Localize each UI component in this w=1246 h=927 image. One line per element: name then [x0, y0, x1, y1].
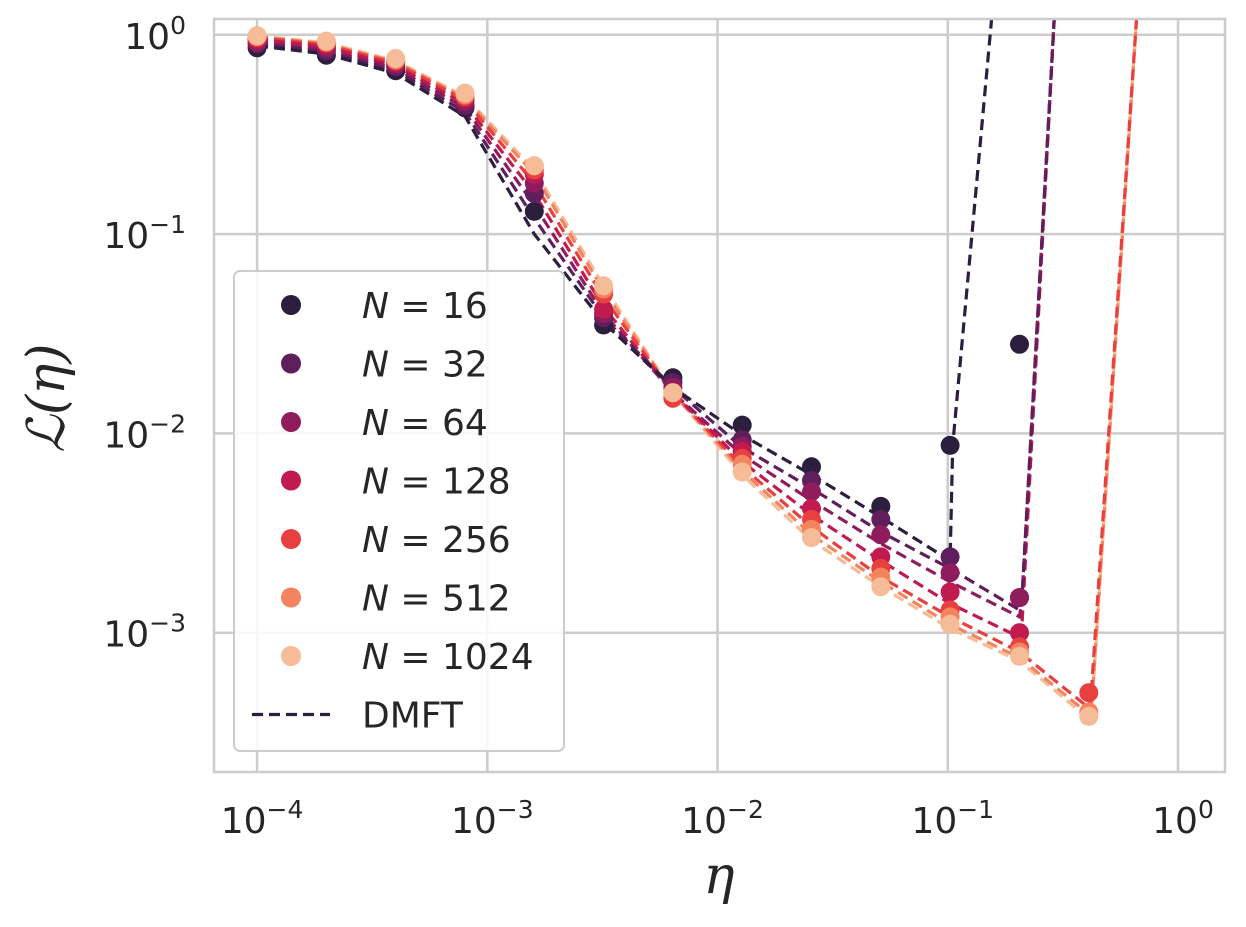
legend-marker-n1024 — [281, 646, 301, 666]
legend-label-n1024: N = 1024 — [362, 637, 534, 678]
y-tick-label: 10−1 — [103, 210, 186, 257]
point-n1024 — [871, 577, 891, 597]
point-n16 — [871, 496, 891, 516]
point-n16 — [940, 435, 960, 455]
point-n1024 — [1079, 706, 1099, 726]
point-n64 — [802, 482, 821, 502]
y-tick-label: 10−3 — [103, 609, 186, 656]
point-n16 — [802, 457, 821, 477]
tick-labels: 10−4 10−3 10−2 10−1 100 100 10−1 10−2 10−3 — [103, 11, 1214, 842]
point-n1024 — [524, 156, 544, 176]
point-n1024 — [802, 528, 821, 548]
point-n1024 — [455, 83, 475, 103]
point-n1024 — [732, 462, 752, 482]
point-n32 — [940, 547, 960, 567]
legend-label-n128: N = 128 — [362, 462, 511, 503]
x-tick-label: 10−1 — [911, 795, 994, 842]
legend-label-n512: N = 512 — [362, 579, 511, 620]
x-axis-label: η — [703, 846, 734, 906]
legend-label-n32: N = 32 — [362, 345, 488, 386]
legend-label-dmft: DMFT — [362, 696, 464, 737]
point-n128 — [594, 299, 614, 319]
point-n1024 — [386, 49, 406, 68]
y-tick-label: 10−2 — [103, 409, 186, 456]
point-n1024 — [316, 31, 336, 51]
dmft-line-n128 — [256, 18, 1056, 640]
x-tick-label: 10−3 — [451, 795, 534, 842]
legend-marker-n512 — [281, 587, 301, 608]
point-n128 — [1010, 623, 1029, 643]
legend-box — [233, 270, 565, 752]
point-n1024 — [1010, 646, 1029, 666]
dmft-line-n32 — [256, 18, 1056, 613]
point-n1024 — [594, 276, 614, 296]
point-n32 — [871, 509, 891, 529]
plot-frame — [212, 17, 1227, 774]
legend-marker-n64 — [281, 412, 301, 432]
x-tick-label: 10−4 — [221, 795, 304, 842]
legend-label-n256: N = 256 — [362, 520, 511, 561]
point-n1024 — [940, 614, 960, 634]
x-tick-label: 100 — [1152, 795, 1214, 842]
legend-marker-n128 — [281, 470, 301, 491]
point-n16 — [524, 201, 544, 221]
x-tick-label: 10−2 — [681, 795, 764, 842]
legend-label-n16: N = 16 — [362, 286, 488, 327]
y-axis-label: ℒ(η) — [17, 343, 77, 452]
point-n64 — [1010, 588, 1029, 608]
point-n64 — [871, 525, 891, 545]
point-n1024 — [247, 26, 267, 46]
data-points — [247, 26, 1099, 726]
legend: N = 16 N = 32 N = 64 N = 128 N = 256 N = 512 N… — [233, 270, 565, 752]
legend-marker-n16 — [281, 295, 301, 315]
point-n128 — [940, 582, 960, 602]
point-n16 — [732, 415, 752, 435]
dmft-line-n64 — [256, 18, 1056, 620]
legend-marker-n32 — [281, 353, 301, 374]
legend-marker-n256 — [281, 529, 301, 549]
y-tick-label: 100 — [124, 11, 186, 58]
point-n256 — [1079, 683, 1099, 703]
point-n16 — [1010, 334, 1029, 354]
point-n1024 — [663, 383, 683, 403]
legend-label-n64: N = 64 — [362, 403, 488, 444]
point-n64 — [940, 563, 960, 583]
